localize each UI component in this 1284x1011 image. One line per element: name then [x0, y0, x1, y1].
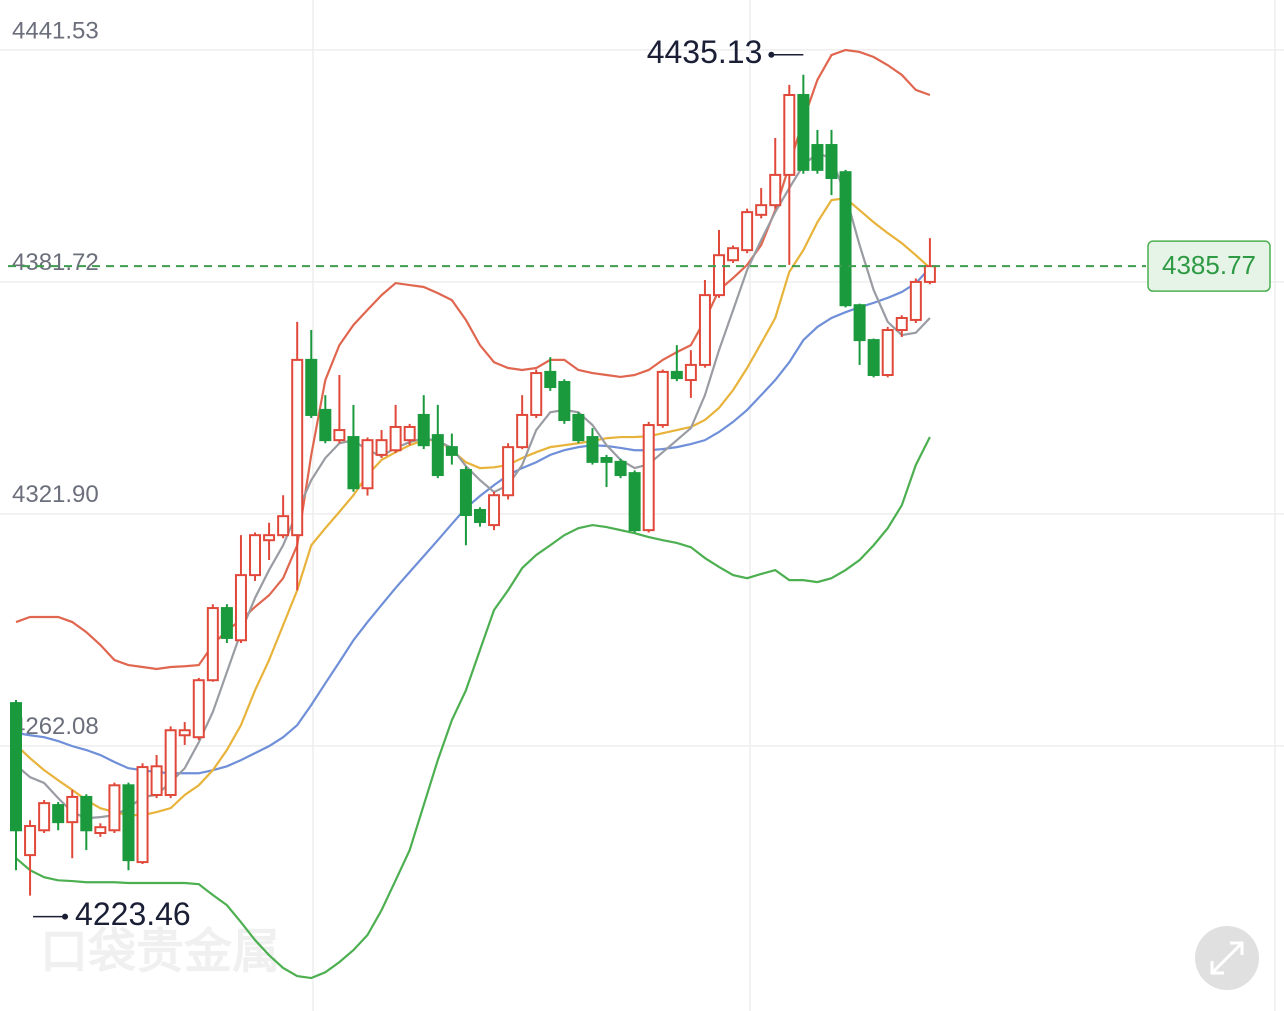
indicator-line	[15, 267, 931, 775]
candle-body	[755, 204, 768, 216]
candle-body	[234, 574, 247, 642]
candle-body	[277, 515, 290, 537]
candle-body	[769, 173, 782, 207]
candle-body	[375, 439, 388, 456]
candle-body	[895, 316, 908, 332]
candle-body	[867, 339, 880, 377]
y-tick-label: 4321.90	[12, 481, 99, 508]
candle-body	[741, 211, 754, 252]
candle-body	[909, 280, 922, 321]
candle-body	[445, 446, 458, 456]
candle-body	[80, 795, 93, 832]
candle-body	[94, 826, 107, 834]
current-price-box	[1147, 240, 1271, 292]
candle-body	[122, 784, 135, 862]
candle-body	[10, 702, 22, 832]
candle-body	[52, 804, 65, 824]
candle-body	[713, 254, 725, 297]
candle-body	[249, 534, 262, 577]
candle-body	[178, 729, 191, 737]
expand-icon[interactable]	[1210, 941, 1244, 975]
candle-body	[192, 679, 205, 739]
candle-body	[684, 363, 697, 382]
candle-body	[558, 380, 571, 421]
candle-body	[502, 446, 515, 497]
candle-body	[797, 94, 810, 171]
candle-body	[108, 784, 121, 832]
candle-body	[164, 729, 177, 796]
min-label: 4223.46	[75, 896, 191, 932]
candle-body	[586, 436, 599, 463]
max-dot	[768, 51, 775, 58]
candle-body	[600, 456, 613, 463]
candle-body	[572, 413, 585, 442]
candle-body	[530, 372, 543, 416]
candle-body	[403, 425, 416, 442]
candle-body	[459, 469, 472, 517]
candle-body	[670, 370, 683, 380]
candle-body	[853, 304, 866, 342]
candle-body	[319, 408, 332, 442]
y-tick-label: 4441.53	[12, 17, 99, 44]
watermark: 口袋贵金属	[40, 926, 280, 979]
candle-body	[305, 358, 318, 416]
max-label: 4435.13	[647, 34, 763, 70]
y-tick-label: 4262.08	[12, 713, 99, 740]
indicator-line	[15, 197, 931, 817]
candle-body	[473, 508, 486, 523]
candle-body	[389, 425, 402, 452]
candle-body	[66, 795, 79, 824]
candle-body	[488, 494, 501, 527]
candle-body	[150, 765, 163, 796]
candle-body	[263, 534, 276, 542]
candle-body	[347, 436, 360, 490]
candle-body	[291, 358, 304, 537]
candle-body	[642, 424, 655, 532]
candle-body	[783, 94, 796, 176]
y-tick-label: 4381.72	[12, 249, 99, 276]
candle-body	[656, 370, 669, 427]
candle-body	[431, 434, 444, 477]
current-price-label: 4385.77	[1162, 250, 1256, 280]
candle-body	[361, 439, 374, 490]
candle-body	[333, 429, 346, 442]
candle-body	[220, 607, 233, 639]
candle-body	[923, 265, 936, 283]
candle-body	[727, 247, 740, 262]
indicator-line	[15, 436, 931, 980]
plot-area: 4441.53 4381.72 4321.90 4262.08 4435.13 4223.…	[0, 17, 1284, 980]
candle-body	[881, 329, 894, 377]
candle-body	[544, 370, 557, 389]
candle-body	[516, 413, 529, 449]
indicator-line	[15, 151, 931, 820]
candle-body	[38, 802, 51, 832]
candle-body	[614, 460, 627, 477]
candle-body	[206, 607, 219, 682]
expand-button[interactable]	[1195, 926, 1259, 990]
candle-body	[628, 472, 641, 532]
candle-body	[417, 413, 430, 447]
candle-body	[136, 766, 149, 864]
candle-body	[839, 171, 852, 307]
candle-body	[698, 294, 711, 366]
candle-body	[24, 825, 37, 857]
candle-body	[825, 144, 838, 180]
min-dot	[62, 913, 69, 920]
candle-body	[811, 144, 824, 171]
